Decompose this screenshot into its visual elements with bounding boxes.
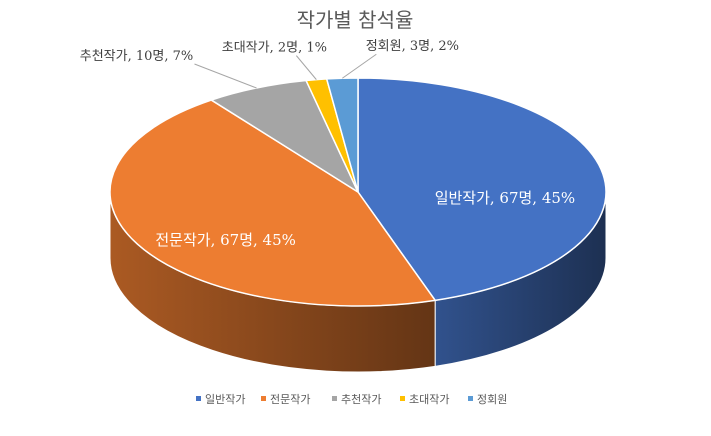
legend: 일반작가 전문작가 추천작가 초대작가 정회원 <box>196 392 507 406</box>
data-label: 추천작가, 10명, 7% <box>80 49 194 64</box>
pie-slices <box>109 77 607 373</box>
data-label: 초대작가, 2명, 1% <box>222 41 327 56</box>
data-labels: 일반작가, 67명, 45% 전문작가, 67명, 45% 추천작가, 10명, 7… <box>80 39 575 249</box>
legend-item: 일반작가 <box>205 392 245 406</box>
legend-item: 추천작가 <box>341 392 381 406</box>
legend-swatch <box>400 396 405 401</box>
data-label: 전문작가, 67명, 45% <box>155 231 296 249</box>
slice-1-top <box>357 77 607 302</box>
legend-swatch <box>332 396 337 401</box>
leader-line <box>295 55 317 80</box>
slice-2-top <box>109 99 437 307</box>
leader-line <box>342 53 377 79</box>
legend-swatch <box>196 396 201 401</box>
legend-item: 전문작가 <box>270 393 310 406</box>
chart-title: 작가별 참석율 <box>297 8 414 32</box>
legend-swatch <box>468 396 473 401</box>
legend-swatch <box>261 396 266 401</box>
legend-item: 초대작가 <box>409 393 449 406</box>
leader-line <box>194 63 257 89</box>
data-label: 일반작가, 67명, 45% <box>435 189 576 207</box>
legend-item: 정회원 <box>477 393 507 406</box>
data-label: 정회원, 3명, 2% <box>366 39 459 54</box>
